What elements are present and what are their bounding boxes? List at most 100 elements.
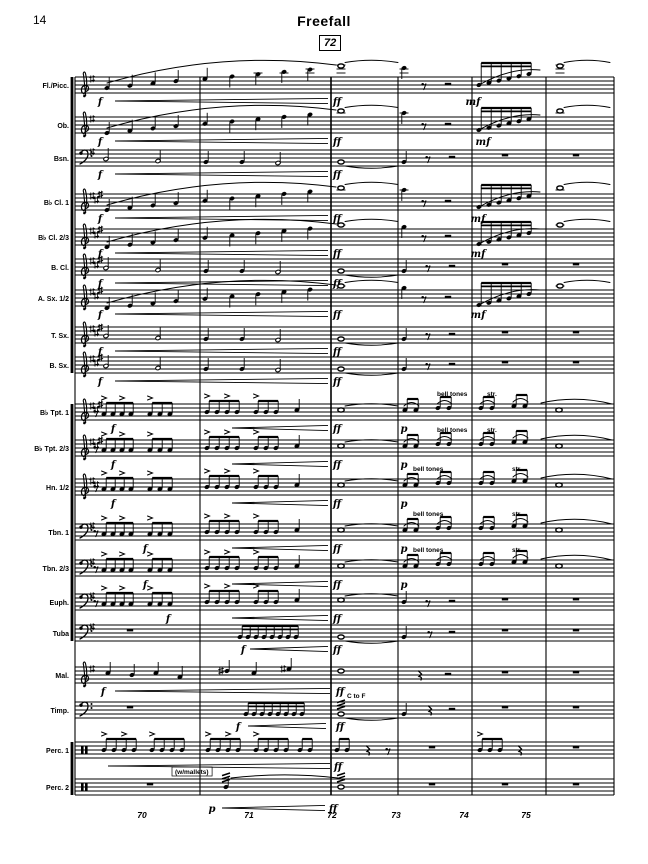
- staff-row: A. Sx. 1/2f ff mf: [38, 279, 614, 321]
- instrument-label: A. Sx. 1/2: [38, 296, 69, 303]
- instrument-label: B. Sx.: [50, 363, 70, 370]
- staff-row: Perc. 1 ff: [46, 731, 614, 773]
- dynamic-marking: mf: [466, 97, 483, 108]
- measure-number: 73: [391, 810, 401, 820]
- instrument-label: Ob.: [57, 123, 69, 130]
- staff-row: B♭ Cl. 2/3f ff mf: [38, 218, 614, 260]
- measure-number: 71: [244, 810, 254, 820]
- instrument-label: Tbn. 2/3: [43, 566, 70, 573]
- dynamic-marking: f: [142, 580, 149, 591]
- dynamic-marking: f: [97, 137, 104, 148]
- instrument-label: B♭ Cl. 1: [44, 199, 69, 207]
- page-number: 14: [33, 13, 47, 27]
- measure-number: 74: [459, 810, 469, 820]
- measure-number: 72: [327, 810, 337, 820]
- dynamic-marking: f: [97, 249, 104, 260]
- dynamic-marking: p: [401, 460, 408, 471]
- staff-row: B. Cl.f ff: [51, 253, 614, 290]
- dynamic-marking: mf: [471, 214, 488, 225]
- dynamic-marking: f: [97, 279, 104, 290]
- staff-row: Perc. 2 p ff (w/mallets): [46, 766, 614, 815]
- performance-annotation: bell tones: [413, 511, 444, 518]
- performance-annotation: str.: [512, 466, 522, 473]
- dynamic-marking: f: [235, 722, 242, 733]
- dynamic-marking: f: [97, 347, 104, 358]
- dynamic-marking: ff: [332, 424, 343, 435]
- dynamic-marking: ff: [332, 645, 343, 656]
- dynamic-marking: ff: [332, 170, 343, 181]
- dynamic-marking: mf: [471, 249, 488, 260]
- instrument-label: Timp.: [50, 708, 69, 715]
- instrument-label: B. Cl.: [51, 265, 69, 272]
- instrument-label: Perc. 1: [46, 748, 69, 755]
- dynamic-marking: f: [110, 499, 117, 510]
- dynamic-marking: ff: [332, 310, 343, 321]
- dynamic-marking: ff: [332, 499, 343, 510]
- dynamic-marking: ff: [332, 614, 343, 625]
- dynamic-marking: p: [401, 580, 408, 591]
- performance-annotation: str.: [487, 427, 497, 434]
- dynamic-marking: ff: [332, 377, 343, 388]
- instrument-label: Perc. 2: [46, 785, 69, 792]
- dynamic-marking: ff: [335, 722, 346, 733]
- dynamic-marking: p: [401, 424, 408, 435]
- staff-row: Ob.f ff mf: [57, 104, 614, 148]
- performance-annotation: bell tones: [413, 466, 444, 473]
- dynamic-marking: f: [100, 687, 107, 698]
- dynamic-marking: mf: [476, 137, 493, 148]
- dynamic-marking: ff: [332, 137, 343, 148]
- staff-row: B♭ Cl. 1f ff mf: [44, 181, 614, 225]
- performance-annotation: bell tones: [437, 427, 468, 434]
- dynamic-marking: mf: [471, 310, 488, 321]
- instrument-label: T. Sx.: [51, 333, 69, 340]
- dynamic-marking: f: [240, 645, 247, 656]
- instrument-label: Euph.: [50, 600, 69, 607]
- dynamic-marking: f: [110, 424, 117, 435]
- instrument-label: Tuba: [53, 631, 69, 638]
- dynamic-marking: ff: [335, 687, 346, 698]
- measure-number: 75: [521, 810, 531, 820]
- dynamic-marking: ff: [332, 580, 343, 591]
- staff-row: T. Sx.f ff: [51, 321, 614, 358]
- measure-number: 70: [137, 810, 147, 820]
- staff-row: B. Sx.f ff: [50, 351, 614, 388]
- dynamic-marking: ff: [332, 279, 343, 290]
- dynamic-marking: ff: [333, 762, 344, 773]
- performance-annotation: bell tones: [413, 547, 444, 554]
- dynamic-marking: ff: [332, 460, 343, 471]
- performance-annotation: str.: [512, 511, 522, 518]
- dynamic-marking: p: [401, 544, 408, 555]
- dynamic-marking: ff: [332, 544, 343, 555]
- performance-annotation: str.: [512, 547, 522, 554]
- dynamic-marking: f: [97, 377, 104, 388]
- instrument-label: Mal.: [55, 673, 69, 680]
- instrument-label: Hn. 1/2: [46, 485, 69, 492]
- dynamic-marking: f: [110, 460, 117, 471]
- dynamic-marking: p: [209, 804, 216, 815]
- performance-annotation: bell tones: [437, 391, 468, 398]
- instrument-label: Tbn. 1: [48, 530, 69, 537]
- instrument-label: Bsn.: [54, 156, 69, 163]
- dynamic-marking: ff: [332, 347, 343, 358]
- performance-annotation: (w/mallets): [175, 769, 209, 776]
- staff-row: Fl./Picc.f ff mf: [43, 59, 614, 108]
- instrument-label: B♭ Tpt. 1: [40, 409, 69, 417]
- performance-annotation: C to F: [347, 693, 365, 700]
- performance-annotation: str.: [487, 391, 497, 398]
- dynamic-marking: ff: [332, 214, 343, 225]
- instrument-label: Fl./Picc.: [43, 83, 70, 90]
- dynamic-marking: ff: [332, 97, 343, 108]
- staff-row: Bsn.f ff: [54, 148, 614, 181]
- staff-row: Euph.f ff: [50, 583, 614, 625]
- staff-row: Timp.f ffC to F: [50, 693, 614, 733]
- dynamic-marking: f: [165, 614, 172, 625]
- dynamic-marking: f: [97, 170, 104, 181]
- dynamic-marking: p: [401, 499, 408, 510]
